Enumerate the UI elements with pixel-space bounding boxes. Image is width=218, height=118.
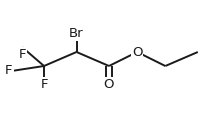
Text: Br: Br bbox=[69, 27, 84, 40]
Text: F: F bbox=[19, 48, 26, 61]
Text: F: F bbox=[5, 64, 13, 77]
Text: F: F bbox=[40, 78, 48, 91]
Text: O: O bbox=[132, 46, 142, 59]
Text: O: O bbox=[104, 78, 114, 91]
